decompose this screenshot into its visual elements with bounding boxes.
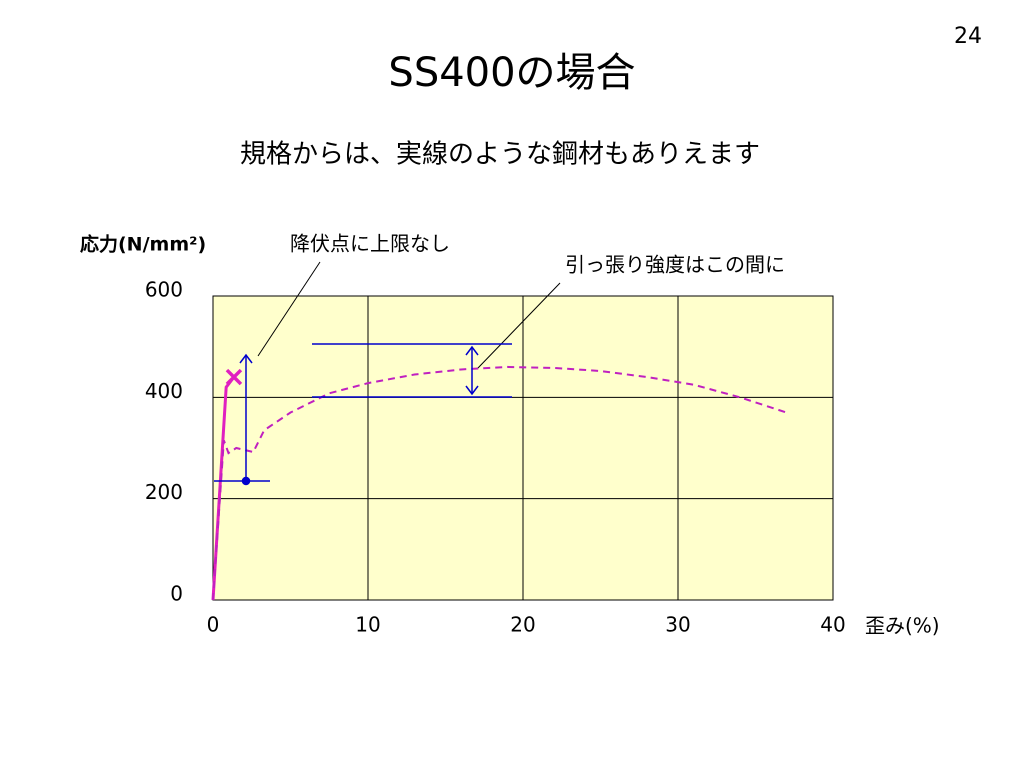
annotation: 降伏点に上限なし (290, 232, 450, 256)
x-tick-label: 10 (355, 613, 380, 637)
x-tick-label: 30 (665, 613, 690, 637)
range-marks (214, 343, 512, 486)
end-marker (225, 368, 243, 386)
annotation-lines (257, 261, 561, 369)
page-number: 24 (954, 24, 982, 49)
y-tick-label: 200 (145, 480, 183, 504)
annotation: 引っ張り強度はこの間に (565, 253, 785, 277)
slide-title: SS400の場合 (388, 50, 635, 96)
x-tick-label: 20 (510, 613, 535, 637)
y-axis-label: 応力(N/mm²) (80, 233, 206, 256)
y-tick-label: 0 (170, 582, 183, 606)
x-tick-label: 0 (207, 613, 220, 637)
plot: 0 200 400 600 0 10 20 30 40 (145, 278, 846, 637)
arrow-head (465, 345, 479, 356)
arrow-head (239, 353, 253, 364)
leader-line (477, 282, 561, 369)
x-axis-label: 歪み(%) (865, 614, 940, 638)
subtitle: 規格からは、実線のような鋼材もありえます (240, 140, 760, 170)
y-tick-label: 600 (145, 278, 183, 302)
leader-line (257, 261, 321, 357)
x-tick-label: 40 (820, 613, 845, 637)
y-tick-label: 400 (145, 379, 183, 403)
data-line (212, 365, 787, 601)
arrow-head (465, 385, 479, 396)
yield-dot (241, 476, 251, 486)
